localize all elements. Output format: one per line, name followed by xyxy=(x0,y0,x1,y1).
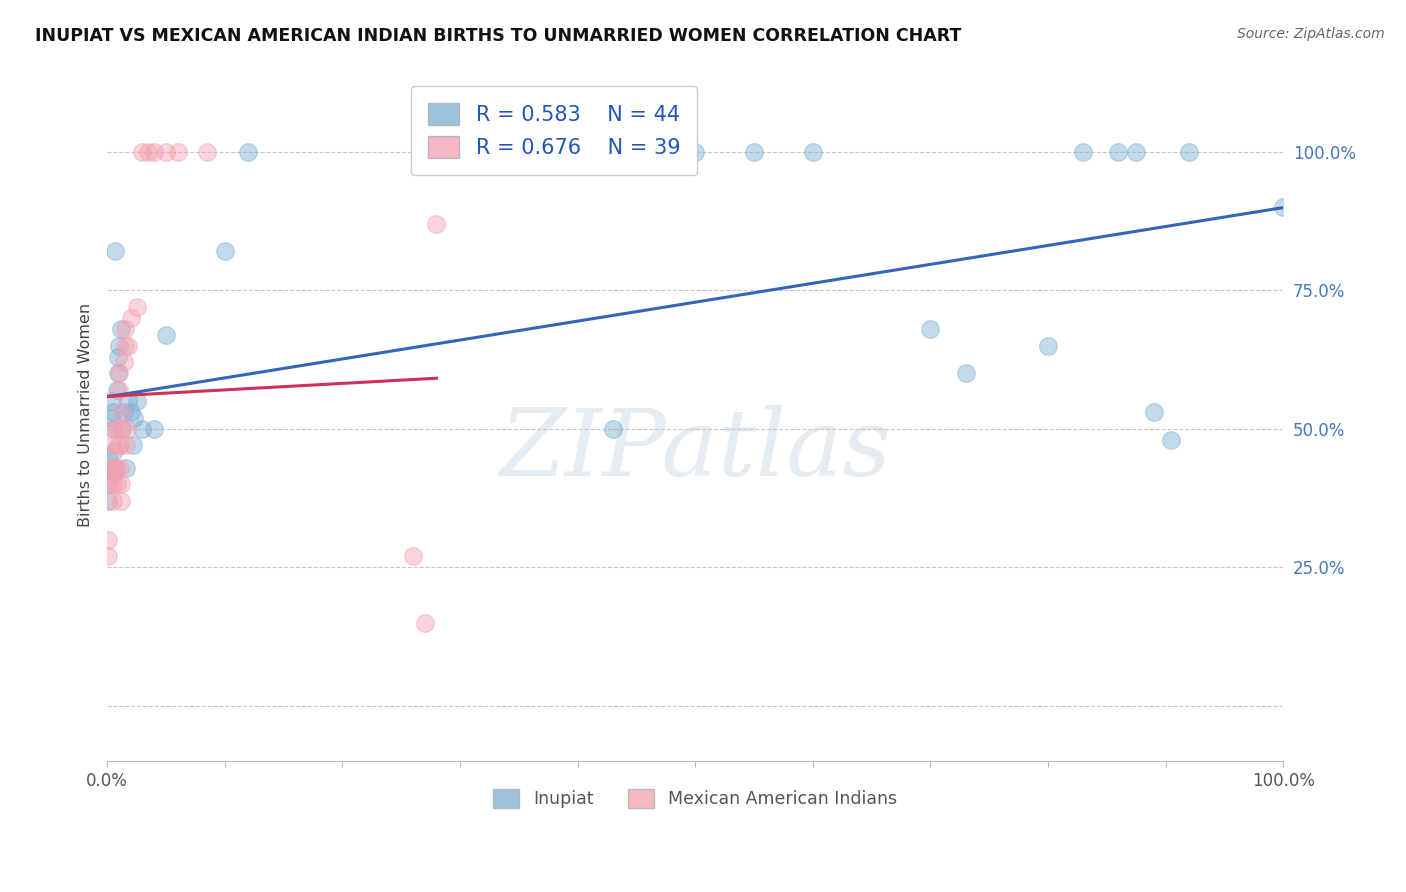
Point xyxy=(107,422,129,436)
Point xyxy=(155,145,177,159)
Point xyxy=(1178,145,1201,159)
Point xyxy=(143,422,166,436)
Point xyxy=(101,494,124,508)
Point xyxy=(1160,433,1182,447)
Point xyxy=(120,405,142,419)
Point xyxy=(105,383,128,397)
Point xyxy=(136,145,159,159)
Point xyxy=(97,450,120,464)
Point xyxy=(131,145,153,159)
Point xyxy=(111,405,134,419)
Point xyxy=(125,300,148,314)
Point xyxy=(108,339,131,353)
Point xyxy=(108,438,131,452)
Point xyxy=(112,405,135,419)
Point xyxy=(101,460,124,475)
Point xyxy=(105,477,128,491)
Text: ZIPatlas: ZIPatlas xyxy=(499,405,891,495)
Point xyxy=(115,438,138,452)
Point xyxy=(166,145,188,159)
Point xyxy=(801,145,824,159)
Point xyxy=(402,549,425,564)
Point xyxy=(155,327,177,342)
Point xyxy=(1108,145,1130,159)
Text: Source: ZipAtlas.com: Source: ZipAtlas.com xyxy=(1237,27,1385,41)
Point xyxy=(110,322,132,336)
Point xyxy=(110,494,132,508)
Point xyxy=(110,477,132,491)
Point xyxy=(101,438,124,452)
Point xyxy=(103,422,125,436)
Point xyxy=(115,460,138,475)
Point xyxy=(101,394,124,409)
Point xyxy=(122,410,145,425)
Point xyxy=(920,322,942,336)
Point xyxy=(111,422,134,436)
Point xyxy=(955,367,977,381)
Point xyxy=(107,367,129,381)
Point xyxy=(117,339,139,353)
Point xyxy=(97,549,120,564)
Point xyxy=(107,350,129,364)
Point xyxy=(97,460,120,475)
Point xyxy=(105,460,128,475)
Point xyxy=(143,145,166,159)
Y-axis label: Births to Unmarried Women: Births to Unmarried Women xyxy=(79,303,93,527)
Point xyxy=(112,355,135,369)
Point xyxy=(413,615,436,630)
Point xyxy=(1125,145,1147,159)
Point xyxy=(97,494,120,508)
Point xyxy=(122,438,145,452)
Point xyxy=(100,477,122,491)
Point xyxy=(111,422,134,436)
Point xyxy=(115,422,138,436)
Point xyxy=(195,145,218,159)
Point xyxy=(117,394,139,409)
Point xyxy=(120,310,142,325)
Point xyxy=(114,322,136,336)
Point xyxy=(101,405,124,419)
Point xyxy=(104,244,127,259)
Point xyxy=(214,244,236,259)
Point xyxy=(238,145,260,159)
Point xyxy=(108,367,131,381)
Point xyxy=(108,383,131,397)
Point xyxy=(425,217,447,231)
Text: INUPIAT VS MEXICAN AMERICAN INDIAN BIRTHS TO UNMARRIED WOMEN CORRELATION CHART: INUPIAT VS MEXICAN AMERICAN INDIAN BIRTH… xyxy=(35,27,962,45)
Point xyxy=(103,444,125,458)
Point xyxy=(1272,200,1295,214)
Point xyxy=(103,466,125,480)
Point xyxy=(567,145,589,159)
Point xyxy=(742,145,765,159)
Point xyxy=(108,460,131,475)
Point xyxy=(107,438,129,452)
Point xyxy=(131,422,153,436)
Point xyxy=(101,477,124,491)
Point xyxy=(100,410,122,425)
Point xyxy=(1036,339,1059,353)
Point xyxy=(97,477,120,491)
Point xyxy=(101,422,124,436)
Point xyxy=(114,339,136,353)
Point xyxy=(97,533,120,547)
Point xyxy=(683,145,706,159)
Point xyxy=(104,460,127,475)
Point xyxy=(101,460,124,475)
Point xyxy=(125,394,148,409)
Legend: Inupiat, Mexican American Indians: Inupiat, Mexican American Indians xyxy=(486,782,904,815)
Point xyxy=(602,422,624,436)
Point xyxy=(1071,145,1094,159)
Point xyxy=(1143,405,1166,419)
